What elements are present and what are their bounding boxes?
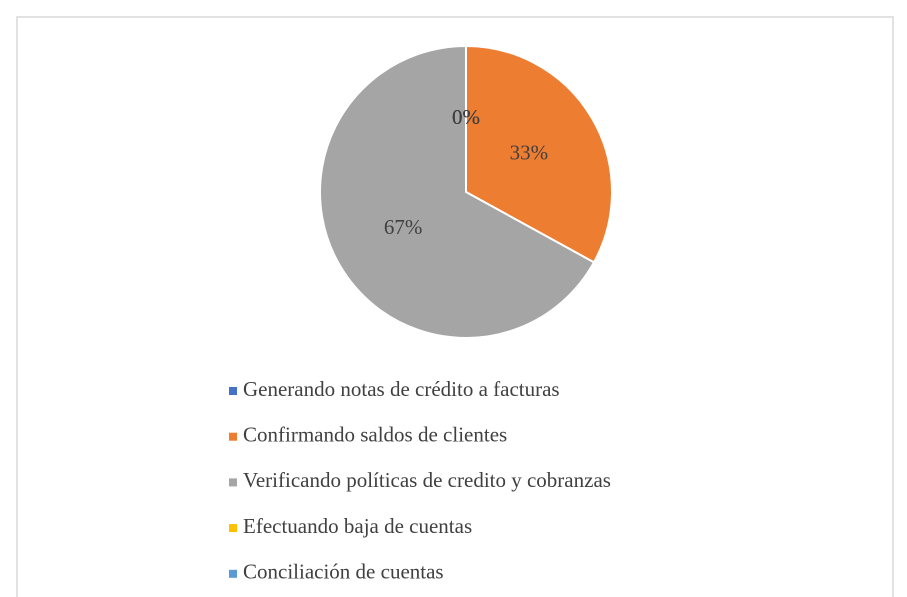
legend-label: Efectuando baja de cuentas: [243, 514, 472, 538]
legend-swatch: [229, 478, 237, 487]
legend-swatch: [229, 524, 237, 533]
pie-slice: [465, 44, 613, 264]
data-label: 67%: [384, 215, 423, 239]
legend-swatch: [229, 387, 237, 395]
chart-frame: [16, 16, 894, 597]
data-label: 0%: [452, 105, 480, 129]
data-label: 0%: [452, 105, 480, 129]
legend-label: Conciliación de cuentas: [243, 560, 444, 584]
legend-label: Confirmando saldos de clientes: [243, 423, 507, 447]
legend-label: Verificando políticas de credito y cobra…: [243, 468, 611, 492]
legend-swatch: [229, 569, 237, 578]
legend-label: Generando notas de crédito a facturas: [243, 377, 560, 401]
data-label: 0%: [452, 105, 480, 129]
data-label: 33%: [510, 141, 549, 165]
legend-swatch: [229, 432, 237, 441]
pie-slice: [319, 44, 596, 339]
